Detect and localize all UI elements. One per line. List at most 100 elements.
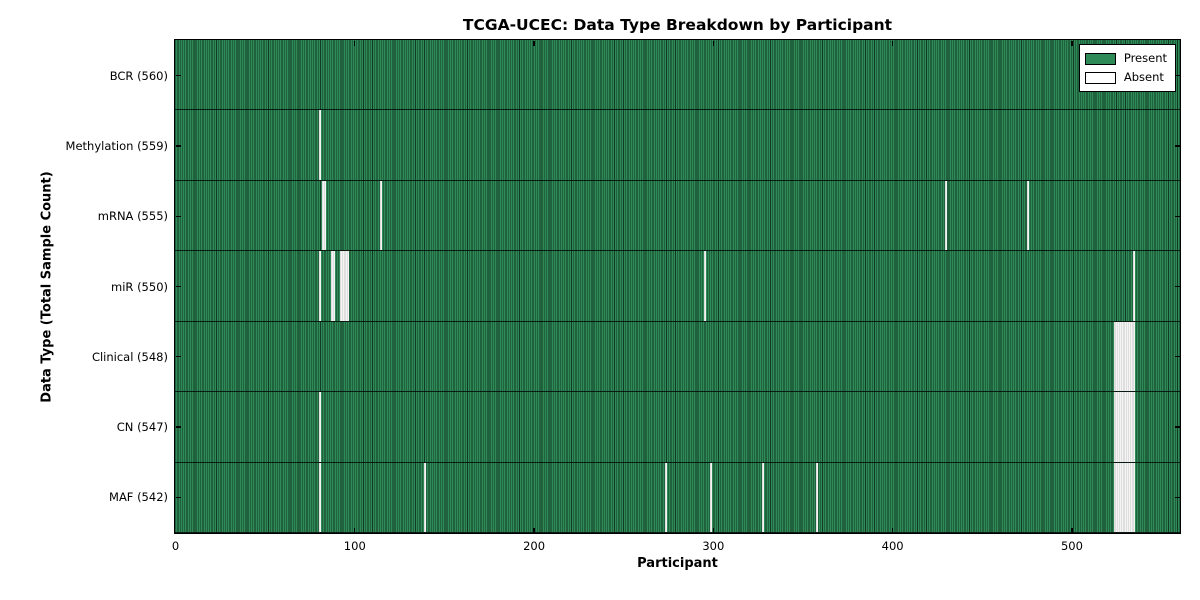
absent-bar (1122, 462, 1125, 532)
absent-bar (815, 462, 818, 532)
y-tick-label: BCR (560) (109, 68, 168, 83)
x-axis-tick (533, 40, 535, 46)
x-axis-label: Participant (637, 556, 718, 571)
absent-bar (1113, 462, 1116, 532)
x-axis-tick (1071, 527, 1073, 533)
absent-bar (1126, 321, 1129, 392)
y-tick-label: MAF (542) (109, 490, 168, 505)
x-axis-tick (1071, 40, 1073, 46)
absent-bar (1120, 392, 1123, 462)
absent-bar (1129, 462, 1132, 532)
y-axis-tick (175, 426, 181, 428)
absent-bar (318, 392, 321, 462)
x-axis-tick (533, 527, 535, 533)
absent-bar (1118, 392, 1121, 462)
absent-bar (1126, 392, 1129, 462)
absent-bar (318, 251, 321, 321)
absent-bar (1131, 392, 1134, 462)
absent-bar (347, 251, 350, 321)
x-axis-tick (712, 527, 714, 533)
chart-row-miR (175, 251, 1180, 322)
absent-bar (1129, 392, 1132, 462)
x-axis-tick (354, 527, 356, 533)
y-axis-tick (175, 145, 181, 147)
absent-bar (341, 251, 344, 321)
chart-row-MAF (175, 462, 1180, 533)
chart-row-Clinical (175, 321, 1180, 393)
y-axis-tick (1174, 426, 1180, 428)
x-axis-tick (712, 40, 714, 46)
plot-area: Present Absent (174, 39, 1181, 534)
absent-bar (1117, 392, 1120, 462)
y-tick-label: mRNA (555) (97, 209, 168, 224)
absent-bar (664, 462, 667, 532)
absent-swatch-icon (1084, 71, 1116, 84)
absent-bar (1115, 392, 1118, 462)
absent-bar (332, 251, 335, 321)
x-axis-tick (892, 527, 894, 533)
absent-bar (1124, 462, 1127, 532)
absent-bar (761, 462, 764, 532)
absent-bar (1126, 462, 1129, 532)
y-axis-tick (1174, 285, 1180, 288)
y-tick-label: Clinical (548) (91, 349, 168, 364)
absent-bar (343, 251, 346, 321)
x-tick-label: 500 (1060, 539, 1083, 553)
absent-bar (1115, 462, 1118, 532)
y-axis-tick (175, 75, 181, 77)
absent-bar (1118, 462, 1121, 532)
x-tick-label: 100 (343, 539, 366, 553)
absent-bar (1120, 462, 1123, 532)
absent-bar (1120, 321, 1123, 392)
y-axis-tick (175, 215, 181, 217)
y-tick-label: miR (550) (111, 279, 168, 294)
absent-bar (704, 251, 707, 321)
absent-bar (1122, 392, 1125, 462)
legend-present-label: Present (1123, 50, 1167, 65)
legend-box: Present Absent (1078, 44, 1176, 92)
absent-bar (1118, 321, 1121, 392)
y-axis-tick (175, 356, 181, 358)
absent-bar (1124, 321, 1127, 392)
legend-absent-label: Absent (1123, 69, 1164, 84)
absent-bar (331, 251, 334, 321)
absent-bar (424, 462, 427, 532)
legend-entry-present: Present (1084, 49, 1167, 68)
y-axis-tick (1174, 496, 1180, 498)
y-tick-label: CN (547) (116, 420, 168, 435)
absent-bar (709, 462, 712, 532)
x-axis-tick (354, 40, 356, 46)
present-swatch-icon (1084, 52, 1116, 65)
absent-bar (340, 251, 343, 321)
absent-bar (944, 180, 947, 251)
y-axis-tick (1174, 75, 1180, 77)
y-tick-label: Methylation (559) (65, 138, 168, 153)
x-tick-label: 200 (523, 539, 546, 553)
y-axis-tick (175, 496, 181, 498)
y-axis-tick (1174, 356, 1180, 358)
x-tick-label: 400 (881, 539, 904, 553)
chart-row-mRNA (175, 180, 1180, 252)
absent-bar (1133, 251, 1136, 321)
absent-bar (1133, 462, 1136, 532)
absent-bar (1127, 462, 1130, 532)
absent-bar (1115, 321, 1118, 392)
absent-bar (345, 251, 348, 321)
absent-bar (1113, 321, 1116, 392)
absent-bar (1127, 321, 1130, 392)
absent-bar (379, 180, 382, 251)
x-tick-label: 300 (702, 539, 725, 553)
absent-bar (1122, 321, 1125, 392)
absent-bar (1117, 321, 1120, 392)
absent-bar (1133, 392, 1136, 462)
absent-bar (318, 462, 321, 532)
absent-bar (318, 110, 321, 180)
absent-bar (323, 180, 326, 251)
absent-bar (1129, 321, 1132, 392)
absent-bar (322, 180, 325, 251)
y-axis-tick (175, 285, 181, 288)
absent-bar (1113, 392, 1116, 462)
chart-row-BCR (175, 40, 1180, 111)
absent-bar (1124, 392, 1127, 462)
